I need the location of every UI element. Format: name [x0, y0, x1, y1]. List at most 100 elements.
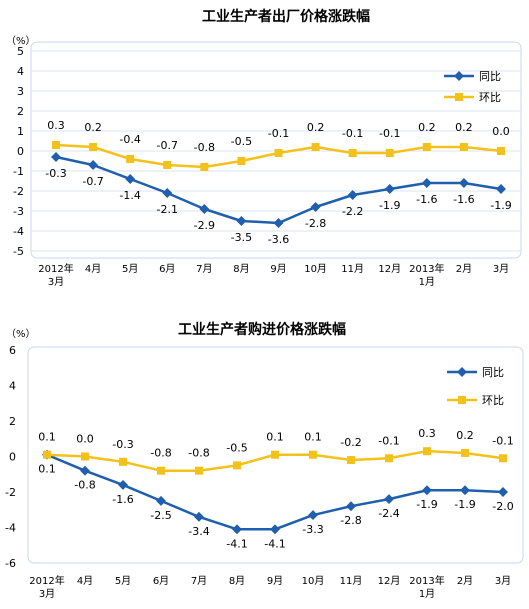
data-point-mom [43, 450, 51, 459]
data-label: -0.8 [194, 141, 215, 154]
data-point-mom [348, 149, 357, 157]
x-tick-label: 3月 [493, 263, 509, 275]
data-label: -2.9 [194, 219, 215, 232]
x-tick-label: 5月 [122, 263, 138, 275]
data-label: 0.1 [304, 431, 322, 444]
x-tick-label: 7月 [196, 263, 212, 275]
x-tick-label: 9月 [267, 575, 283, 587]
data-label: -0.8 [188, 447, 209, 460]
data-label: -0.4 [119, 133, 140, 146]
data-point-mom [274, 149, 283, 157]
data-point-mom [385, 149, 394, 157]
data-label: -4.1 [264, 537, 285, 550]
data-point-yoy [458, 178, 469, 188]
data-label: -0.8 [150, 447, 171, 460]
data-label: -0.2 [340, 436, 361, 449]
y-tick-label: 0 [9, 451, 16, 464]
legend-label: 同比 [482, 366, 504, 379]
legend-marker [458, 396, 466, 404]
legend-label: 同比 [479, 70, 501, 83]
data-point-yoy [273, 218, 284, 228]
x-tick-label: 2月 [456, 263, 472, 275]
data-point-mom [200, 163, 209, 171]
data-label: -1.6 [453, 193, 474, 206]
x-tick-label: 4月 [85, 263, 101, 275]
data-point-yoy [236, 216, 247, 226]
data-point-mom [119, 457, 127, 466]
data-point-mom [233, 461, 241, 470]
data-point-yoy [162, 188, 173, 198]
data-label: 0.2 [455, 121, 473, 134]
data-point-mom [81, 452, 89, 461]
data-point-mom [237, 157, 246, 165]
data-point-mom [385, 454, 393, 463]
data-point-mom [459, 143, 468, 151]
data-point-yoy [310, 202, 321, 212]
y-tick-label: -3 [13, 205, 24, 218]
data-label: -1.9 [490, 199, 511, 212]
data-label: -0.1 [379, 127, 400, 140]
x-tick-label: 2月 [457, 575, 473, 587]
data-label: 0.0 [76, 433, 94, 446]
data-point-yoy [421, 178, 432, 188]
x-tick-label: 11月 [341, 263, 364, 275]
data-point-mom [422, 143, 431, 151]
legend-marker [455, 93, 463, 101]
data-label: 0.2 [307, 121, 325, 134]
data-label: -2.5 [150, 509, 171, 522]
y-tick-label: 0 [17, 145, 24, 158]
data-point-mom [311, 143, 320, 151]
x-tick-label: 12月 [378, 263, 401, 275]
x-tick-label: 2013年 1月 [409, 262, 444, 288]
data-label: -0.1 [492, 434, 513, 447]
data-label: -0.1 [342, 127, 363, 140]
data-point-yoy [194, 511, 204, 522]
y-tick-label: -2 [5, 486, 16, 499]
y-tick-label: 4 [17, 65, 24, 78]
data-point-yoy [125, 174, 136, 184]
data-label: -2.4 [378, 507, 399, 520]
data-label: -2.1 [157, 203, 178, 216]
y-tick-label: 4 [9, 380, 16, 393]
data-point-yoy [384, 184, 395, 194]
y-tick-label: 2 [17, 105, 24, 118]
chart-2-unit-label: （%） [6, 329, 36, 340]
data-point-yoy [384, 494, 394, 505]
data-point-yoy [422, 485, 432, 496]
y-tick-label: 2 [9, 415, 16, 428]
chart-2-title: 工业生产者购进价格涨跌幅 [178, 322, 346, 338]
data-point-yoy [498, 487, 508, 497]
data-label: -3.5 [231, 231, 252, 244]
x-tick-label: 11月 [340, 575, 363, 587]
data-point-mom [423, 447, 431, 456]
x-tick-label: 2012年 3月 [29, 574, 64, 600]
data-label: 0.0 [492, 125, 510, 138]
y-tick-label: -4 [5, 522, 16, 535]
data-point-yoy [346, 501, 356, 512]
y-tick-label: -5 [13, 245, 24, 258]
data-label: -0.5 [231, 135, 252, 148]
x-tick-label: 5月 [115, 575, 131, 587]
data-label: -2.8 [305, 217, 326, 230]
chart-1-title: 工业生产者出厂价格涨跌幅 [202, 9, 370, 25]
y-tick-label: -4 [13, 225, 24, 238]
data-point-mom [89, 143, 98, 151]
data-label: -0.1 [378, 434, 399, 447]
data-label: 0.2 [418, 121, 436, 134]
data-point-mom [347, 456, 355, 465]
x-tick-label: 3月 [495, 575, 511, 587]
chart-2-group: 6 4 2 0 -2 -4 -6 2012年 3月 4月 5月 6月 7月 8月 9月 10月 11月 12月 20… [5, 344, 524, 600]
y-tick-label: 1 [17, 125, 24, 138]
data-label: 0.1 [266, 431, 284, 444]
data-point-yoy [232, 524, 242, 535]
data-point-yoy [156, 495, 166, 506]
data-point-mom [157, 466, 165, 475]
x-tick-label: 2013年 1月 [409, 574, 444, 600]
data-label: -3.3 [302, 523, 323, 536]
data-label: 0.1 [38, 463, 56, 476]
data-point-yoy [51, 152, 61, 162]
data-label: -3.4 [188, 525, 209, 538]
data-label: -1.6 [416, 193, 437, 206]
